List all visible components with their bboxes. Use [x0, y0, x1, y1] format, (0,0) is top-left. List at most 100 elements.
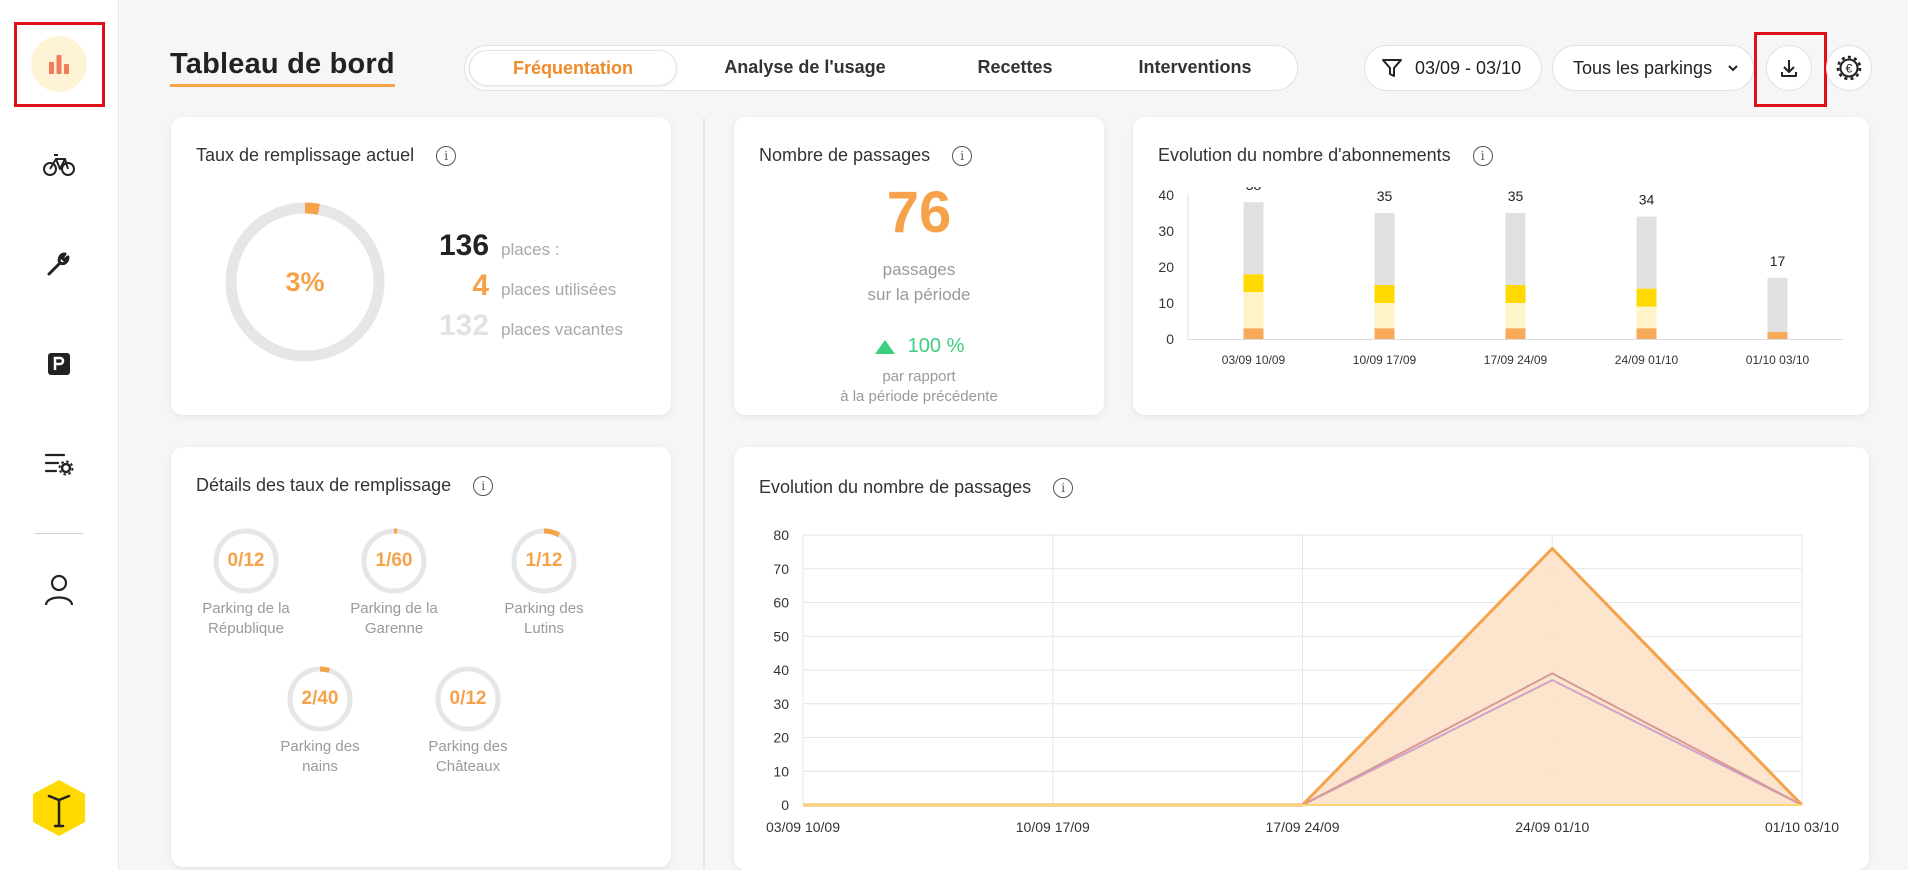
- subscriptions-card: Evolution du nombre d'abonnements i 40 30…: [1133, 117, 1869, 415]
- bar-segment: [1636, 288, 1657, 307]
- y-tick-label: 80: [773, 527, 789, 543]
- bar-segment: [1374, 328, 1395, 339]
- sidebar-item-bikes[interactable]: [29, 134, 89, 194]
- passages-caption: passages sur la période: [734, 257, 1104, 307]
- settings-euro-button[interactable]: €: [1826, 45, 1872, 91]
- bar-segment: [1767, 331, 1788, 339]
- parking-ring-svg: [435, 666, 501, 732]
- used-places-label: places utilisées: [501, 280, 617, 299]
- parking-ring-value: 1/60: [375, 550, 413, 571]
- tab-recettes[interactable]: Recettes: [977, 57, 1053, 77]
- bar-segment: [1374, 213, 1395, 285]
- passages-evolution-title: Evolution du nombre de passages i: [759, 477, 1074, 498]
- svg-text:€: €: [1846, 62, 1853, 76]
- parking-ring-item: 0/12 Parking des Châteaux: [413, 665, 523, 777]
- sidebar-item-parkings[interactable]: [29, 334, 89, 394]
- sidebar-item-dashboard[interactable]: [29, 34, 89, 94]
- bar-segment: [1505, 285, 1526, 303]
- passages-change-value: 100 %: [907, 335, 965, 357]
- parking-ring-label: Parking de la Garenne: [339, 599, 449, 639]
- y-tick-label: 40: [773, 662, 789, 678]
- sidebar-item-account[interactable]: [29, 560, 89, 620]
- parking-ring-label: Parking des Lutins: [489, 599, 599, 639]
- parking-label-line2: Garenne: [364, 620, 424, 637]
- passages-caption-line2: sur la période: [867, 285, 971, 304]
- info-icon[interactable]: i: [436, 145, 457, 166]
- y-tick-label: 60: [773, 595, 789, 611]
- arrow-up-icon: [874, 339, 895, 354]
- parking-ring-fill: [361, 528, 427, 594]
- tab-analyse-usage[interactable]: Analyse de l'usage: [724, 57, 886, 77]
- area-fill: [803, 548, 1802, 805]
- y-tick-label: 40: [1158, 187, 1174, 203]
- parking-ring-item: 1/60 Parking de la Garenne: [339, 527, 449, 639]
- parking-ring: 2/40: [286, 665, 354, 733]
- parking-select[interactable]: Tous les parkings: [1552, 45, 1754, 91]
- passages-compare-line1: par rapport: [882, 368, 956, 385]
- chart-icon: [49, 55, 69, 74]
- parking-ring-label: Parking des Châteaux: [413, 737, 523, 777]
- highlight-box: [14, 22, 105, 107]
- parking-ring-svg: [287, 666, 353, 732]
- sidebar-item-maintenance[interactable]: [29, 234, 89, 294]
- bar-segment: [1243, 328, 1264, 339]
- y-tick-label: 10: [773, 763, 789, 779]
- fill-gauge-fill: [225, 202, 385, 362]
- bar-segment: [1374, 285, 1395, 303]
- parking-ring-value: 0/12: [227, 550, 265, 571]
- wrench-icon: [47, 252, 70, 276]
- logo-icon: [33, 780, 85, 836]
- date-filter-button[interactable]: 03/09 - 03/10: [1364, 45, 1542, 91]
- x-tick-label: 17/09 24/09: [1484, 353, 1548, 367]
- y-tick-label: 30: [773, 696, 789, 712]
- x-tick-label: 17/09 24/09: [1266, 819, 1340, 835]
- parking-label-line1: Parking des Lutins: [504, 600, 584, 637]
- fill-rate-percent: 3%: [285, 267, 325, 297]
- passages-change: 100 %: [734, 335, 1104, 358]
- bar-total-label: 17: [1770, 253, 1786, 269]
- bar-segment: [1636, 328, 1657, 339]
- parking-ring: 0/12: [212, 527, 280, 595]
- info-icon[interactable]: i: [1472, 145, 1493, 166]
- brand-logo[interactable]: [31, 778, 87, 838]
- download-icon: [1781, 60, 1797, 77]
- x-tick-label: 01/10 03/10: [1765, 819, 1839, 835]
- user-icon: [44, 574, 74, 606]
- details-title: Détails des taux de remplissage i: [196, 475, 494, 496]
- x-tick-label: 10/09 17/09: [1353, 353, 1417, 367]
- tab-frequentation[interactable]: Fréquentation: [469, 50, 677, 86]
- passages-card: Nombre de passages i 76 passages sur la …: [734, 117, 1104, 415]
- info-icon[interactable]: i: [473, 475, 494, 496]
- parking-ring-track: [435, 666, 501, 732]
- info-icon[interactable]: i: [1053, 477, 1074, 498]
- parking-ring: 0/12: [434, 665, 502, 733]
- passages-title: Nombre de passages i: [759, 145, 973, 166]
- settings-list-icon: [44, 453, 74, 476]
- bar-total-label: 35: [1377, 188, 1393, 204]
- fill-rate-gauge: 3%: [225, 202, 385, 362]
- gear-euro-icon: €: [1836, 55, 1862, 81]
- bar-segment: [1505, 303, 1526, 329]
- x-tick-label: 03/09 10/09: [766, 819, 840, 835]
- sidebar-item-settings[interactable]: [29, 434, 89, 494]
- parking-select-label: Tous les parkings: [1573, 57, 1713, 78]
- passages-value: 76: [886, 180, 952, 245]
- fill-rate-title-text: Taux de remplissage actuel: [196, 145, 415, 165]
- info-icon[interactable]: i: [952, 145, 973, 166]
- parking-label-line2: République: [208, 620, 284, 637]
- parking-ring-value: 0/12: [449, 688, 487, 709]
- passages-evolution-card: Evolution du nombre de passages i 80 70 60…: [734, 447, 1869, 870]
- filter-icon: [1382, 59, 1402, 77]
- tab-interventions[interactable]: Interventions: [1138, 57, 1252, 77]
- passages-compare: par rapport à la période précédente: [734, 367, 1104, 407]
- bar-segment: [1374, 303, 1395, 329]
- bar-total-label: 35: [1508, 188, 1524, 204]
- subscriptions-title: Evolution du nombre d'abonnements i: [1158, 145, 1493, 166]
- fill-rate-title: Taux de remplissage actuel i: [196, 145, 457, 166]
- parking-label-line1: Parking des: [428, 738, 508, 755]
- subscriptions-bar-chart: 40 30 20 10 0 38 03/09 10/09 35 10/09 17/09 35 17/…: [1158, 187, 1843, 367]
- passages-compare-line2: à la période précédente: [840, 388, 998, 405]
- fill-rate-card: Taux de remplissage actuel i 3% 136 plac…: [171, 117, 671, 415]
- parking-label-line1: Parking de la: [350, 600, 438, 617]
- download-button[interactable]: [1766, 45, 1812, 91]
